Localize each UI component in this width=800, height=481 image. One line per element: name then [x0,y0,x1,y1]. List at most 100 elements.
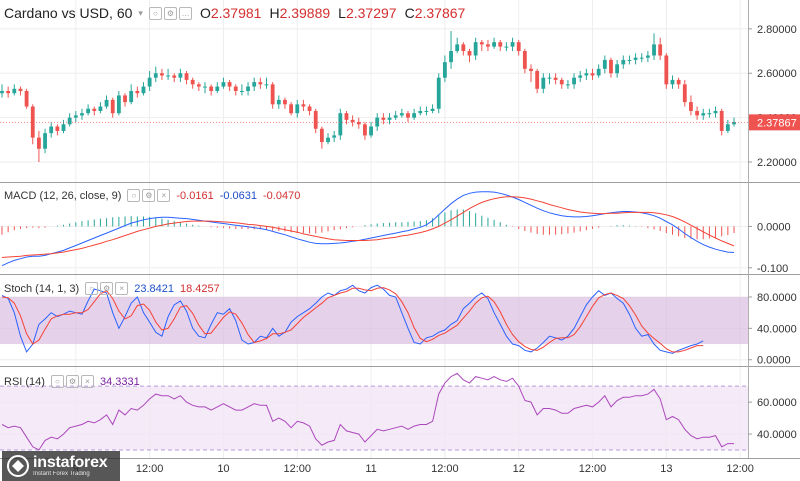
candle-body[interactable] [110,99,115,114]
candle-body[interactable] [381,117,386,120]
rsi-line[interactable] [1,372,734,451]
close-icon[interactable]: × [157,189,171,202]
candle-body[interactable] [602,59,607,69]
candle-body[interactable] [184,73,189,80]
candle-body[interactable] [719,110,724,131]
candle-body[interactable] [596,68,601,76]
candle-body[interactable] [172,75,177,78]
candle-body[interactable] [522,51,527,69]
stoch-label[interactable]: Stoch (14, 1, 3) [4,282,80,295]
candle-body[interactable] [166,75,170,77]
candle-body[interactable] [313,110,318,129]
candle-body[interactable] [713,110,718,114]
candle-body[interactable] [332,135,337,138]
candle-body[interactable] [424,110,429,112]
candle-body[interactable] [725,124,730,131]
candle-body[interactable] [264,84,269,86]
candle-body[interactable] [375,117,380,127]
candle-body[interactable] [393,115,398,118]
price-pane[interactable] [0,31,748,163]
candle-body[interactable] [572,77,576,85]
candle-body[interactable] [147,77,152,87]
candle-body[interactable] [559,79,564,85]
candle-body[interactable] [492,42,497,47]
candle-body[interactable] [695,110,699,116]
candle-body[interactable] [141,86,146,94]
close-icon[interactable]: × [115,282,129,295]
candle-body[interactable] [43,133,47,149]
candle-body[interactable] [535,71,540,89]
candle-body[interactable] [664,55,669,85]
candle-body[interactable] [55,126,60,131]
candle-body[interactable] [442,62,447,78]
rsi-pane[interactable] [1,372,734,451]
candle-body[interactable] [258,82,263,85]
candle-body[interactable] [707,113,712,115]
candle-body[interactable] [61,124,66,131]
candle-body[interactable] [104,99,109,107]
candle-body[interactable] [467,51,472,56]
candle-body[interactable] [399,113,404,116]
candle-body[interactable] [541,77,546,89]
candle-body[interactable] [129,91,134,103]
candle-body[interactable] [547,77,552,79]
candle-body[interactable] [270,84,275,105]
candle-body[interactable] [553,77,558,80]
settings-icon[interactable]: ⚙ [100,282,114,295]
candle-body[interactable] [246,86,250,91]
rsi-label[interactable]: RSI (14) [4,375,45,388]
candle-body[interactable] [276,99,281,105]
candle-body[interactable] [436,77,441,109]
candle-body[interactable] [203,86,207,88]
macd-pane[interactable] [1,191,735,267]
candle-body[interactable] [178,73,183,78]
candle-body[interactable] [645,55,650,58]
candle-body[interactable] [283,99,287,105]
candle-body[interactable] [233,86,238,91]
candle-body[interactable] [615,64,620,74]
candle-body[interactable] [510,42,515,47]
settings-icon[interactable]: ⚙ [142,189,156,202]
candle-body[interactable] [86,108,91,114]
candle-body[interactable] [92,108,97,111]
candle-body[interactable] [307,106,312,111]
candle-body[interactable] [412,113,417,118]
candle-body[interactable] [473,42,478,56]
candle-body[interactable] [98,106,103,111]
stoch-d-line[interactable] [1,287,704,353]
candle-body[interactable] [732,122,736,125]
close-icon[interactable]: × [80,375,94,388]
candle-body[interactable] [153,73,158,78]
candle-body[interactable] [406,113,410,118]
candle-body[interactable] [516,42,521,52]
symbol-title[interactable]: Cardano vs USD, 60 [4,5,133,21]
macd-line[interactable] [1,191,735,267]
candle-body[interactable] [319,128,324,143]
candle-body[interactable] [123,95,127,103]
candle-body[interactable] [160,73,164,76]
candle-body[interactable] [479,42,484,45]
candle-body[interactable] [369,126,373,136]
candle-body[interactable] [621,59,626,65]
candle-body[interactable] [363,124,367,136]
candle-body[interactable] [584,73,589,76]
candle-body[interactable] [116,95,121,114]
candle-body[interactable] [430,108,435,111]
candle-body[interactable] [37,137,41,149]
candle-body[interactable] [461,44,466,52]
candle-body[interactable] [498,42,503,47]
candle-body[interactable] [239,91,244,92]
candle-body[interactable] [387,117,392,120]
candle-body[interactable] [529,68,533,72]
candle-body[interactable] [209,86,214,91]
candle-body[interactable] [590,73,595,76]
candle-body[interactable] [295,104,300,114]
candle-body[interactable] [80,113,84,116]
candle-body[interactable] [609,59,613,74]
candle-body[interactable] [301,104,306,107]
candle-body[interactable] [627,59,632,61]
candle-body[interactable] [350,119,355,123]
settings-icon[interactable]: ⚙ [163,6,177,20]
eye-icon[interactable]: ○ [50,375,64,388]
candle-body[interactable] [455,44,460,52]
